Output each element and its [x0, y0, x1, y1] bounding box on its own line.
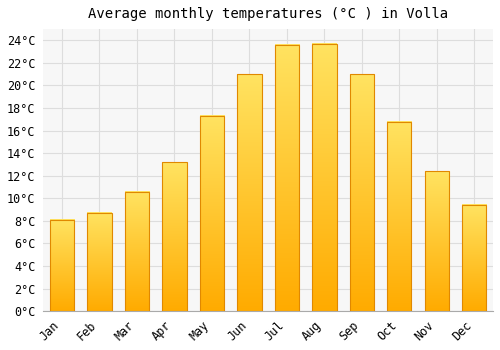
Bar: [387, 121, 411, 311]
Bar: [350, 74, 374, 311]
Bar: [162, 162, 186, 311]
Bar: [200, 116, 224, 311]
Title: Average monthly temperatures (°C ) in Volla: Average monthly temperatures (°C ) in Vo…: [88, 7, 448, 21]
Bar: [312, 44, 336, 311]
Bar: [87, 213, 112, 311]
Bar: [237, 74, 262, 311]
Bar: [462, 205, 486, 311]
Bar: [424, 171, 449, 311]
Bar: [124, 191, 149, 311]
Bar: [274, 45, 299, 311]
Bar: [50, 220, 74, 311]
